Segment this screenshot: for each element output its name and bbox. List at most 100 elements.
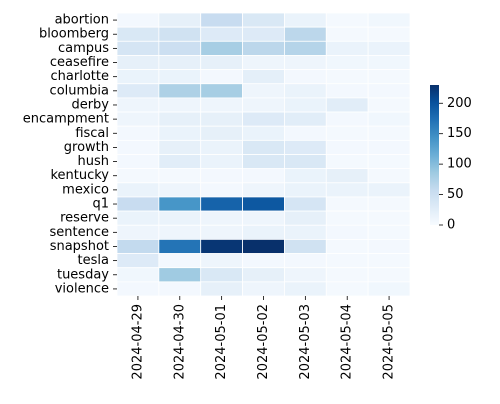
heatmap-cell-columbia-2024-05-04 bbox=[325, 83, 369, 99]
y-label-fiscal: fiscal bbox=[75, 126, 109, 141]
heatmap-cell-snapshot-2024-05-01 bbox=[200, 238, 243, 254]
heatmap-cell-encampment-2024-04-30 bbox=[158, 111, 202, 127]
heatmap-cell-hush-2024-05-01 bbox=[200, 154, 243, 170]
heatmap-cell-reserve-2024-05-04 bbox=[325, 210, 369, 226]
y-label-tesla: tesla bbox=[78, 253, 109, 268]
heatmap-cell-snapshot-2024-05-05 bbox=[367, 238, 411, 254]
heatmap-cell-reserve-2024-05-03 bbox=[284, 210, 327, 226]
heatmap-cell-tuesday-2024-04-30 bbox=[158, 267, 202, 283]
heatmap-cell-charlotte-2024-05-03 bbox=[284, 69, 327, 85]
heatmap-cell-growth-2024-04-29 bbox=[116, 139, 160, 155]
y-label-mexico: mexico bbox=[62, 182, 109, 197]
heatmap-cell-charlotte-2024-04-29 bbox=[116, 69, 160, 85]
colorbar-gradient bbox=[430, 85, 439, 225]
heatmap-cell-q1-2024-05-05 bbox=[367, 196, 411, 212]
y-label-kentucky: kentucky bbox=[50, 168, 109, 183]
heatmap-cell-fiscal-2024-05-01 bbox=[200, 125, 243, 141]
y-label-hush: hush bbox=[78, 154, 110, 169]
y-label-q1: q1 bbox=[92, 197, 109, 212]
heatmap-cell-tesla-2024-05-01 bbox=[200, 253, 243, 269]
heatmap-cell-snapshot-2024-04-29 bbox=[116, 238, 160, 254]
heatmap-cell-derby-2024-04-30 bbox=[158, 97, 202, 113]
heatmap-cell-campus-2024-04-29 bbox=[116, 40, 160, 56]
heatmap-cell-mexico-2024-05-05 bbox=[367, 182, 411, 198]
heatmap-cell-tuesday-2024-05-03 bbox=[284, 267, 327, 283]
heatmap-cell-violence-2024-04-30 bbox=[158, 281, 202, 297]
heatmap-cell-bloomberg-2024-05-04 bbox=[325, 26, 369, 42]
heatmap-cell-hush-2024-05-04 bbox=[325, 154, 369, 170]
heatmap-cell-derby-2024-05-01 bbox=[200, 97, 243, 113]
heatmap-cell-tesla-2024-04-29 bbox=[116, 253, 160, 269]
heatmap-cell-sentence-2024-05-02 bbox=[242, 224, 285, 240]
heatmap-cell-encampment-2024-05-02 bbox=[242, 111, 285, 127]
heatmap-cell-abortion-2024-05-04 bbox=[325, 12, 369, 28]
heatmap-cell-tesla-2024-05-03 bbox=[284, 253, 327, 269]
heatmap-cell-violence-2024-05-05 bbox=[367, 281, 411, 297]
heatmap-cell-charlotte-2024-05-04 bbox=[325, 69, 369, 85]
heatmap-cell-kentucky-2024-05-03 bbox=[284, 168, 327, 184]
heatmap-cell-abortion-2024-04-29 bbox=[116, 12, 160, 28]
heatmap-cell-tuesday-2024-05-04 bbox=[325, 267, 369, 283]
heatmap-cell-bloomberg-2024-04-30 bbox=[158, 26, 202, 42]
heatmap-cell-derby-2024-05-05 bbox=[367, 97, 411, 113]
heatmap-cell-kentucky-2024-05-02 bbox=[242, 168, 285, 184]
colorbar-label-200: 200 bbox=[447, 96, 472, 111]
heatmap-cells bbox=[116, 12, 411, 297]
y-label-tuesday: tuesday bbox=[57, 267, 109, 282]
heatmap-cell-fiscal-2024-05-02 bbox=[242, 125, 285, 141]
heatmap-cell-bloomberg-2024-05-03 bbox=[284, 26, 327, 42]
colorbar-label-100: 100 bbox=[447, 157, 472, 172]
y-label-snapshot: snapshot bbox=[50, 239, 109, 254]
heatmap-cell-sentence-2024-04-30 bbox=[158, 224, 202, 240]
heatmap-cell-campus-2024-05-02 bbox=[242, 40, 285, 56]
y-label-columbia: columbia bbox=[50, 83, 109, 98]
heatmap-cell-encampment-2024-05-03 bbox=[284, 111, 327, 127]
x-label-2024-05-03: 2024-05-03 bbox=[298, 304, 313, 380]
heatmap-cell-growth-2024-05-03 bbox=[284, 139, 327, 155]
heatmap-cell-hush-2024-04-29 bbox=[116, 154, 160, 170]
x-tick-labels: 2024-04-29 2024-04-30 2024-05-01 2024-05-02… bbox=[130, 296, 397, 380]
heatmap-cell-snapshot-2024-05-03 bbox=[284, 238, 327, 254]
heatmap-cell-tuesday-2024-04-29 bbox=[116, 267, 160, 283]
heatmap-cell-violence-2024-04-29 bbox=[116, 281, 160, 297]
heatmap-cell-reserve-2024-05-01 bbox=[200, 210, 243, 226]
heatmap-cell-abortion-2024-04-30 bbox=[158, 12, 202, 28]
heatmap-cell-encampment-2024-05-05 bbox=[367, 111, 411, 127]
heatmap-cell-campus-2024-05-05 bbox=[367, 40, 411, 56]
heatmap-cell-ceasefire-2024-05-03 bbox=[284, 55, 327, 71]
heatmap-cell-derby-2024-05-03 bbox=[284, 97, 327, 113]
heatmap-cell-derby-2024-05-02 bbox=[242, 97, 285, 113]
heatmap-cell-growth-2024-04-30 bbox=[158, 139, 202, 155]
heatmap-cell-fiscal-2024-05-03 bbox=[284, 125, 327, 141]
x-label-2024-04-29: 2024-04-29 bbox=[130, 304, 145, 380]
heatmap-cell-mexico-2024-05-02 bbox=[242, 182, 285, 198]
heatmap-cell-abortion-2024-05-01 bbox=[200, 12, 243, 28]
heatmap-cell-tesla-2024-05-04 bbox=[325, 253, 369, 269]
heatmap-cell-violence-2024-05-04 bbox=[325, 281, 369, 297]
heatmap-cell-hush-2024-05-02 bbox=[242, 154, 285, 170]
heatmap-cell-mexico-2024-04-30 bbox=[158, 182, 202, 198]
y-label-ceasefire: ceasefire bbox=[50, 55, 109, 70]
heatmap-cell-ceasefire-2024-05-01 bbox=[200, 55, 243, 71]
colorbar-label-50: 50 bbox=[447, 187, 464, 202]
heatmap-cell-columbia-2024-05-01 bbox=[200, 83, 243, 99]
heatmap-cell-charlotte-2024-05-01 bbox=[200, 69, 243, 85]
heatmap-cell-hush-2024-05-03 bbox=[284, 154, 327, 170]
heatmap-cell-mexico-2024-05-01 bbox=[200, 182, 243, 198]
heatmap-cell-charlotte-2024-05-02 bbox=[242, 69, 285, 85]
heatmap-cell-abortion-2024-05-03 bbox=[284, 12, 327, 28]
y-label-campus: campus bbox=[58, 41, 109, 56]
y-label-bloomberg: bloomberg bbox=[39, 27, 109, 42]
heatmap-cell-reserve-2024-04-29 bbox=[116, 210, 160, 226]
heatmap-cell-ceasefire-2024-05-04 bbox=[325, 55, 369, 71]
heatmap-cell-kentucky-2024-04-30 bbox=[158, 168, 202, 184]
colorbar-label-0: 0 bbox=[447, 218, 455, 233]
heatmap-cell-violence-2024-05-01 bbox=[200, 281, 243, 297]
heatmap-cell-q1-2024-05-04 bbox=[325, 196, 369, 212]
x-label-2024-04-30: 2024-04-30 bbox=[172, 304, 187, 380]
heatmap-cell-q1-2024-05-01 bbox=[200, 196, 243, 212]
heatmap-cell-growth-2024-05-05 bbox=[367, 139, 411, 155]
heatmap-cell-derby-2024-05-04 bbox=[325, 97, 369, 113]
